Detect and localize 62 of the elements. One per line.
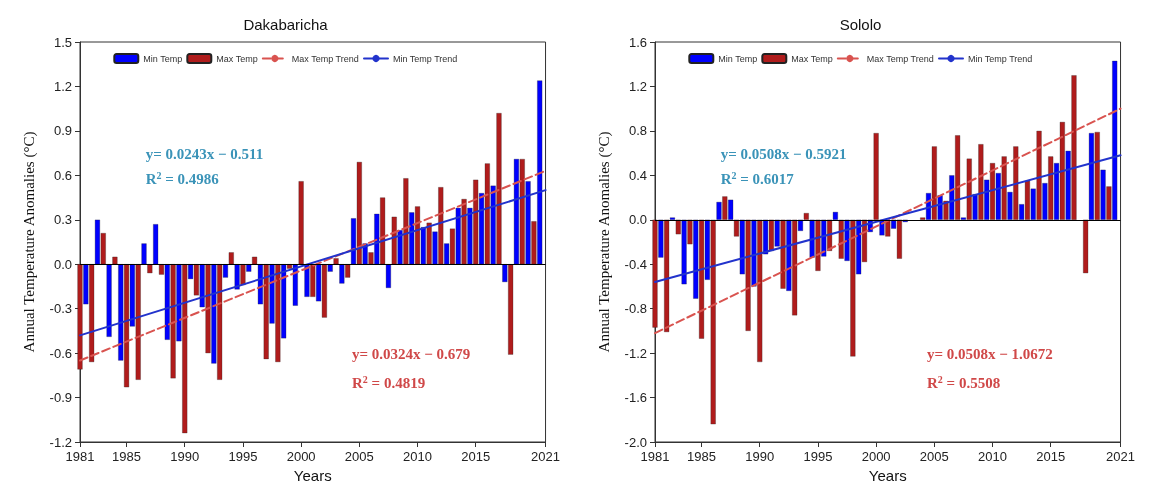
y-tick-label: 1.5: [53, 34, 72, 50]
bar: [141, 243, 147, 265]
x-tick-label: 2000: [861, 449, 891, 464]
y-tick-label: 0.8: [628, 123, 647, 139]
legend-label: Max Temp Trend: [291, 53, 359, 64]
y-tick-label: -0.8: [624, 301, 647, 317]
legend-label: Min Temp: [718, 53, 758, 64]
x-tick-label: 2021: [531, 449, 560, 464]
bar: [106, 264, 112, 337]
y-tick-label: 0.4: [628, 167, 647, 183]
y-tick-label: -2.0: [624, 434, 647, 450]
x-tick-label: 2015: [1036, 449, 1066, 464]
y-tick-label: -0.9: [49, 390, 72, 406]
bar: [333, 258, 339, 265]
legend-label: Max Temp Trend: [866, 53, 934, 64]
x-axis-title: Years: [868, 467, 907, 484]
annotation: y= 0.0508x − 1.0672: [927, 345, 1053, 362]
legend-label: Min Temp: [143, 53, 183, 64]
x-tick-label: 2010: [403, 449, 432, 464]
y-tick-label: -1.2: [49, 434, 72, 450]
x-tick-label: 1990: [170, 449, 200, 464]
y-tick-label: 0.3: [53, 212, 72, 228]
legend-label: Max Temp: [216, 53, 258, 64]
x-tick-label: 1981: [65, 449, 95, 464]
x-tick-label: 1985: [687, 449, 717, 464]
legend-label: Min Temp Trend: [393, 53, 458, 64]
x-tick-label: 2005: [919, 449, 949, 464]
y-tick-label: 1.6: [628, 34, 647, 50]
x-tick-label: 1990: [745, 449, 775, 464]
annotation: y= 0.0243x − 0.511: [145, 145, 264, 162]
x-axis-title: Years: [293, 467, 332, 484]
y-tick-label: -0.4: [624, 256, 647, 272]
y-tick-label: -1.2: [624, 345, 647, 361]
x-tick-label: 2010: [978, 449, 1007, 464]
y-tick-label: 0.9: [53, 123, 72, 139]
y-tick-label: 0.6: [53, 167, 72, 183]
x-tick-label: 2000: [286, 449, 316, 464]
legend-label: Max Temp: [791, 53, 833, 64]
y-tick-label: 1.2: [53, 78, 72, 94]
y-tick-label: -1.6: [624, 390, 647, 406]
x-tick-label: 1995: [228, 449, 258, 464]
annotation: y= 0.0508x − 0.5921: [720, 145, 847, 162]
x-tick-label: 2021: [1106, 449, 1135, 464]
x-tick-label: 1981: [640, 449, 670, 464]
bar: [298, 181, 304, 265]
x-tick-label: 2015: [461, 449, 491, 464]
y-tick-label: -0.6: [49, 345, 72, 361]
y-axis-title: Annual Temperature Anomalies (°C): [595, 131, 613, 353]
chart-title: Sololo: [839, 16, 882, 33]
x-tick-label: 2005: [344, 449, 374, 464]
y-tick-label: -0.3: [49, 301, 72, 317]
x-tick-label: 1985: [112, 449, 142, 464]
legend-label: Min Temp Trend: [968, 53, 1033, 64]
bar: [112, 256, 118, 265]
x-tick-label: 1995: [803, 449, 833, 464]
bar: [228, 252, 234, 265]
y-tick-label: 0.0: [53, 256, 72, 272]
y-axis-title: Annual Temperature Anomalies (°C): [20, 131, 38, 353]
annotation: y= 0.0324x − 0.679: [352, 345, 471, 362]
y-tick-label: 0.0: [628, 212, 647, 228]
y-tick-label: 1.2: [628, 78, 647, 94]
chart-title: Dakabaricha: [243, 16, 329, 33]
